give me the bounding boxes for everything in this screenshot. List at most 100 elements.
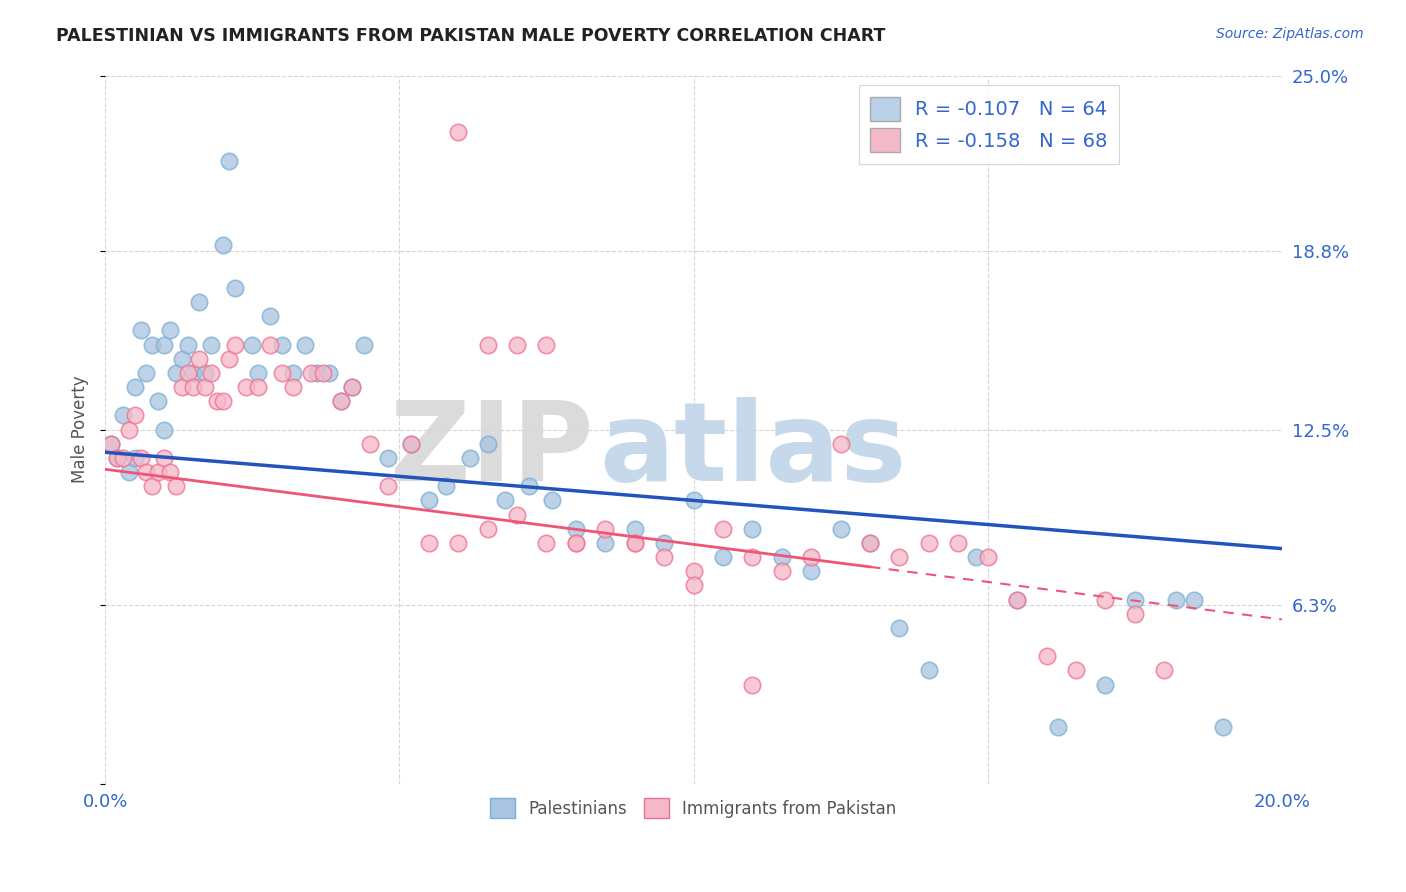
Point	[830, 437, 852, 451]
Point	[194, 366, 217, 380]
Point	[1094, 677, 1116, 691]
Point	[118, 465, 141, 479]
Point	[359, 437, 381, 451]
Point	[105, 450, 128, 465]
Point	[318, 366, 340, 380]
Point	[1005, 592, 1028, 607]
Point	[312, 366, 335, 380]
Point	[124, 380, 146, 394]
Point	[965, 550, 987, 565]
Point	[494, 493, 516, 508]
Point	[506, 508, 529, 522]
Point	[299, 366, 322, 380]
Point	[770, 564, 793, 578]
Point	[100, 437, 122, 451]
Point	[565, 536, 588, 550]
Point	[830, 522, 852, 536]
Point	[741, 677, 763, 691]
Point	[1123, 607, 1146, 621]
Point	[506, 337, 529, 351]
Point	[623, 522, 645, 536]
Point	[165, 366, 187, 380]
Point	[623, 536, 645, 550]
Point	[146, 465, 169, 479]
Point	[141, 479, 163, 493]
Point	[305, 366, 328, 380]
Point	[711, 550, 734, 565]
Point	[259, 337, 281, 351]
Point	[283, 380, 305, 394]
Point	[170, 351, 193, 366]
Point	[212, 394, 235, 409]
Point	[170, 380, 193, 394]
Point	[1164, 592, 1187, 607]
Y-axis label: Male Poverty: Male Poverty	[72, 376, 89, 483]
Point	[377, 450, 399, 465]
Point	[399, 437, 422, 451]
Point	[399, 437, 422, 451]
Point	[183, 366, 205, 380]
Point	[118, 423, 141, 437]
Point	[948, 536, 970, 550]
Point	[129, 450, 152, 465]
Point	[176, 337, 198, 351]
Point	[135, 366, 157, 380]
Point	[294, 337, 316, 351]
Point	[447, 125, 470, 139]
Point	[859, 536, 882, 550]
Point	[447, 536, 470, 550]
Point	[342, 380, 364, 394]
Point	[100, 437, 122, 451]
Point	[353, 337, 375, 351]
Point	[889, 621, 911, 635]
Point	[918, 536, 941, 550]
Point	[188, 295, 211, 310]
Point	[536, 536, 558, 550]
Point	[235, 380, 257, 394]
Point	[1094, 592, 1116, 607]
Point	[1005, 592, 1028, 607]
Point	[259, 310, 281, 324]
Point	[918, 664, 941, 678]
Point	[1153, 664, 1175, 678]
Point	[146, 394, 169, 409]
Point	[682, 564, 704, 578]
Point	[682, 493, 704, 508]
Point	[153, 337, 176, 351]
Point	[889, 550, 911, 565]
Point	[593, 522, 616, 536]
Point	[593, 536, 616, 550]
Point	[565, 522, 588, 536]
Point	[976, 550, 998, 565]
Point	[623, 536, 645, 550]
Point	[176, 366, 198, 380]
Point	[240, 337, 263, 351]
Point	[477, 337, 499, 351]
Point	[224, 337, 246, 351]
Point	[153, 423, 176, 437]
Point	[477, 522, 499, 536]
Point	[124, 450, 146, 465]
Point	[536, 337, 558, 351]
Point	[183, 380, 205, 394]
Point	[194, 380, 217, 394]
Point	[111, 450, 134, 465]
Legend: Palestinians, Immigrants from Pakistan: Palestinians, Immigrants from Pakistan	[484, 791, 904, 825]
Point	[1123, 592, 1146, 607]
Point	[159, 465, 181, 479]
Point	[800, 564, 823, 578]
Point	[770, 550, 793, 565]
Point	[859, 536, 882, 550]
Point	[418, 536, 440, 550]
Point	[129, 323, 152, 337]
Point	[200, 337, 222, 351]
Point	[200, 366, 222, 380]
Point	[377, 479, 399, 493]
Point	[458, 450, 481, 465]
Point	[741, 522, 763, 536]
Point	[682, 578, 704, 592]
Point	[418, 493, 440, 508]
Point	[105, 450, 128, 465]
Point	[1047, 720, 1070, 734]
Point	[153, 450, 176, 465]
